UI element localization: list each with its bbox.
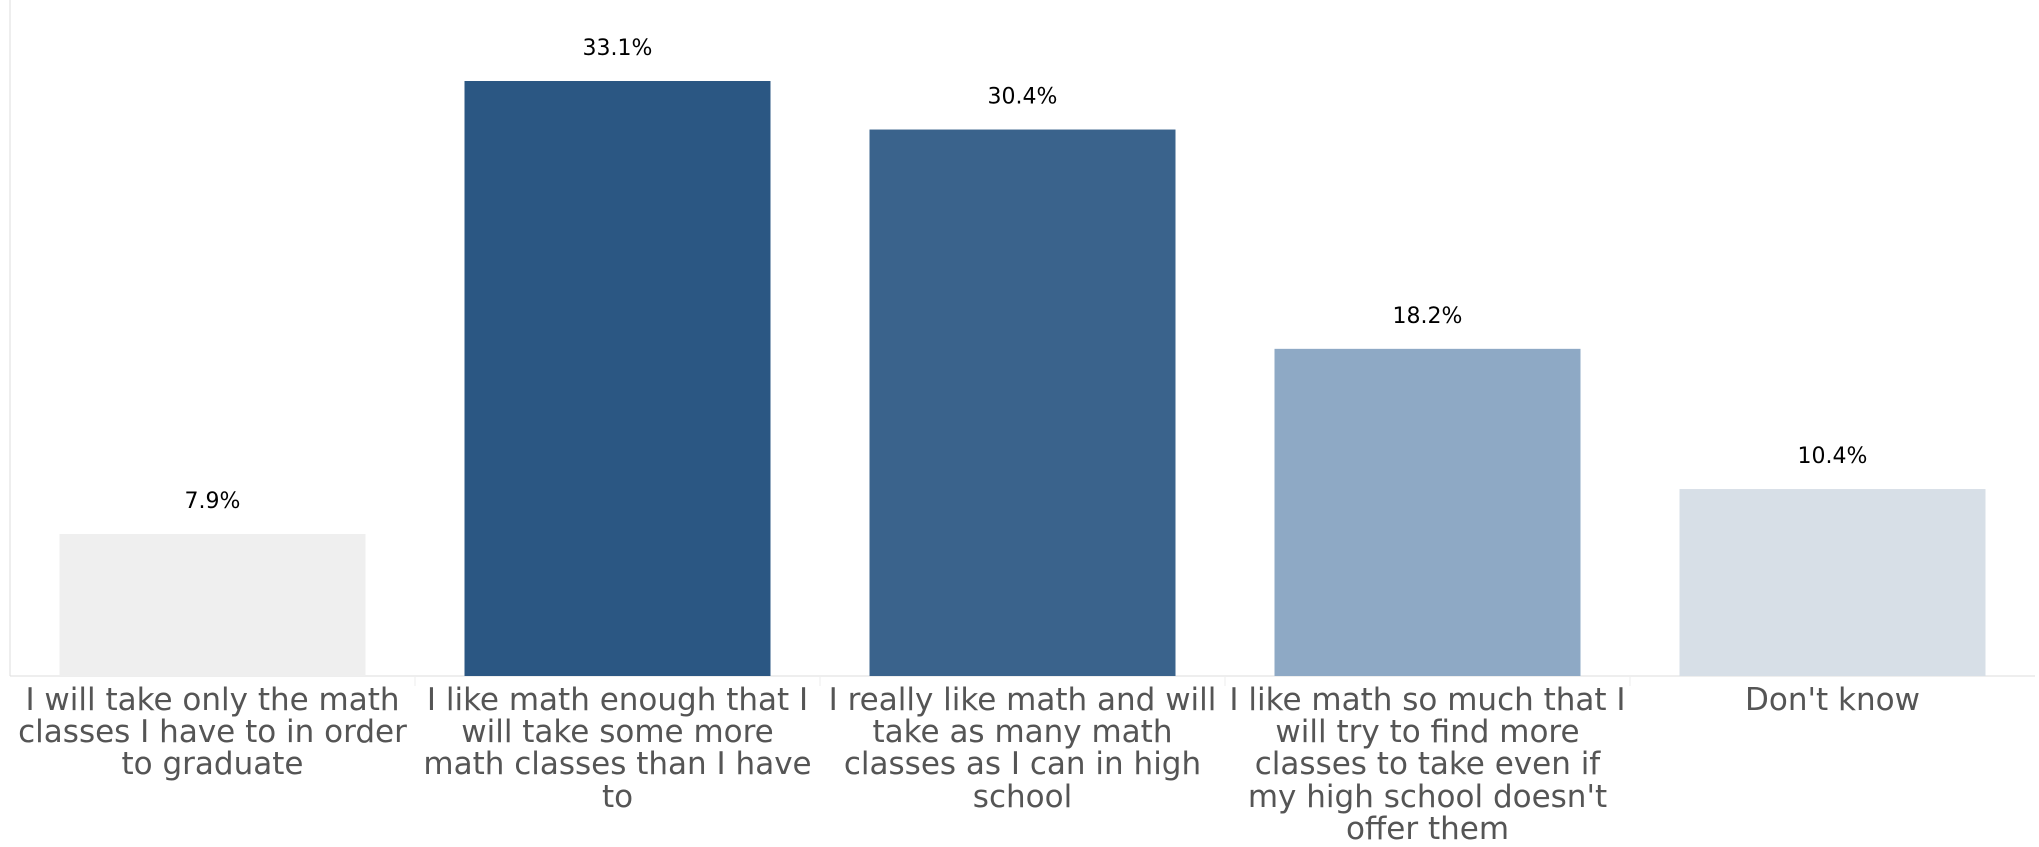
category-label-take-some-more: I like math enough that I will take some… xyxy=(423,682,812,815)
category-label-take-only-required: I will take only the math classes I have… xyxy=(18,682,407,783)
data-labels: 7.9% 33.1% 30.4% 18.2% 10.4% xyxy=(185,36,1868,514)
category-label-find-more-classes: I like math so much that I will try to f… xyxy=(1229,682,1626,847)
bar-4 xyxy=(1679,489,1986,676)
data-label-2: 30.4% xyxy=(988,85,1058,110)
bar-1 xyxy=(464,81,771,676)
data-label-3: 18.2% xyxy=(1393,304,1463,329)
bar-3 xyxy=(1274,348,1581,676)
bar-chart: 7.9% 33.1% 30.4% 18.2% 10.4% xyxy=(9,0,2035,686)
bar-2 xyxy=(869,129,1176,677)
data-label-4: 10.4% xyxy=(1798,444,1868,469)
category-label-dont-know: Don't know xyxy=(1745,682,1920,718)
category-label-take-as-many: I really like math and will take as many… xyxy=(828,682,1217,815)
data-label-1: 33.1% xyxy=(583,36,653,61)
bar-0 xyxy=(59,533,366,676)
bars xyxy=(59,81,1986,677)
data-label-0: 7.9% xyxy=(185,489,241,514)
